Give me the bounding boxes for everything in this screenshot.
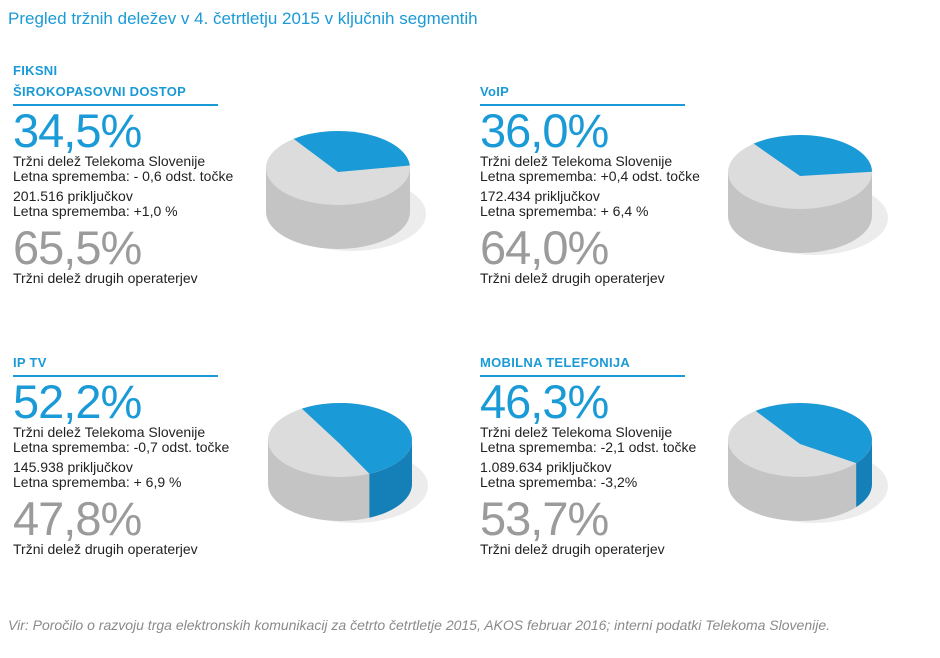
share-label: Tržni delež Telekoma Slovenije <box>13 153 206 169</box>
segment-title: IP TV <box>13 331 253 373</box>
title2: MOBILNA TELEFONIJA <box>480 355 631 370</box>
share-change: Letna sprememba: -0,7 odst. točke <box>13 439 230 455</box>
segment-mobile: MOBILNA TELEFONIJA 46,3% Tržni delež Tel… <box>480 331 720 557</box>
segment-fixed-broadband: FIKSNI ŠIROKOPASOVNI DOSTOP 34,5% Tržni d… <box>13 60 253 286</box>
title-underline <box>13 104 218 106</box>
connections: 201.516 priključkov <box>13 188 133 204</box>
source-note: Vir: Poročilo o razvoju trga elektronski… <box>8 617 831 633</box>
connections-change: Letna sprememba: + 6,4 % <box>480 203 649 219</box>
other-share: 53,7% <box>480 492 609 545</box>
title1: FIKSNI <box>13 63 58 78</box>
title-underline <box>480 104 685 106</box>
pie-side-telekom <box>856 440 872 508</box>
share-label: Tržni delež Telekoma Slovenije <box>480 153 673 169</box>
share-change: Letna sprememba: +0,4 odst. točke <box>480 168 700 184</box>
share-change: Letna sprememba: -2,1 odst. točke <box>480 439 697 455</box>
title2: VoIP <box>480 84 510 99</box>
title2: IP TV <box>13 355 47 370</box>
segment-title: VoIP <box>480 60 720 102</box>
connections-change: Letna sprememba: -3,2% <box>480 474 638 490</box>
telekom-share: 34,5% <box>13 104 142 157</box>
other-share: 65,5% <box>13 221 142 274</box>
connections-change: Letna sprememba: +1,0 % <box>13 203 178 219</box>
other-label: Tržni delež drugih operaterjev <box>480 270 665 286</box>
share-label: Tržni delež Telekoma Slovenije <box>480 424 673 440</box>
page-title: Pregled tržnih deležev v 4. četrtletju 2… <box>8 9 478 28</box>
pie-slice-telekom <box>755 402 873 464</box>
pie-slice-telekom <box>293 131 410 172</box>
other-label: Tržni delež drugih operaterjev <box>480 541 665 557</box>
segment-voip: VoIP 36,0% Tržni delež Telekoma Slovenij… <box>480 60 720 286</box>
other-label: Tržni delež drugih operaterjev <box>13 541 198 557</box>
pie-slice-telekom <box>753 135 872 176</box>
other-share: 47,8% <box>13 492 142 545</box>
title-underline <box>480 375 685 377</box>
other-share: 64,0% <box>480 221 609 274</box>
segment-title: FIKSNI ŠIROKOPASOVNI DOSTOP <box>13 60 253 102</box>
title2: ŠIROKOPASOVNI DOSTOP <box>13 84 187 99</box>
share-label: Tržni delež Telekoma Slovenije <box>13 424 206 440</box>
telekom-share: 46,3% <box>480 375 609 428</box>
title-underline <box>13 375 218 377</box>
share-change: Letna sprememba: - 0,6 odst. točke <box>13 168 234 184</box>
pie-slice-telekom <box>301 403 412 474</box>
segment-title: MOBILNA TELEFONIJA <box>480 331 720 373</box>
pie-side-telekom <box>369 440 412 518</box>
telekom-share: 52,2% <box>13 375 142 428</box>
connections: 172.434 priključkov <box>480 188 600 204</box>
segment-iptv: IP TV 52,2% Tržni delež Telekoma Sloveni… <box>13 331 253 557</box>
telekom-share: 36,0% <box>480 104 609 157</box>
connections: 1.089.634 priključkov <box>480 459 612 475</box>
connections-change: Letna sprememba: + 6,9 % <box>13 474 182 490</box>
connections: 145.938 priključkov <box>13 459 133 475</box>
other-label: Tržni delež drugih operaterjev <box>13 270 198 286</box>
